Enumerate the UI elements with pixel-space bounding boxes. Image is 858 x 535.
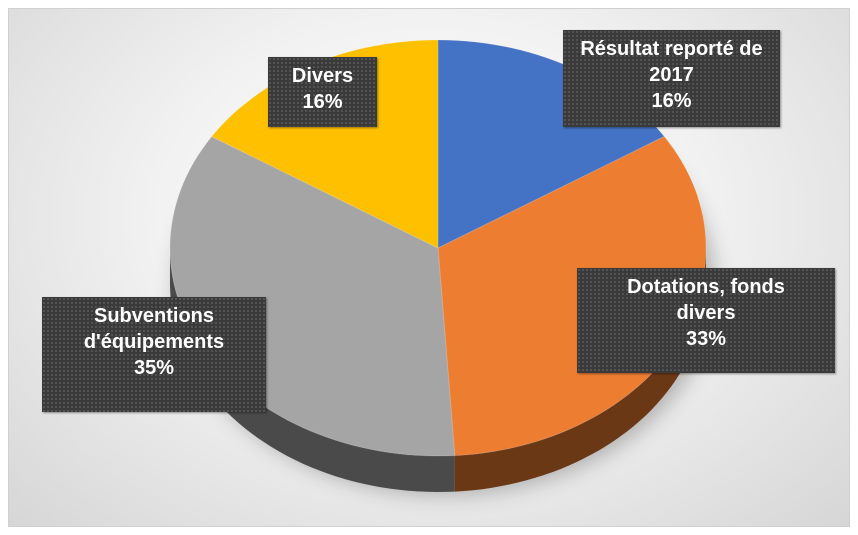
data-label: Subventions d'équipements 35% [42,297,266,412]
label-name: Divers [291,65,354,87]
data-label: Résultat reporté de 2017 16% [563,30,780,127]
label-value: 16% [651,90,692,112]
label-name: Subventions d'équipements [83,305,225,353]
label-value: 16% [302,91,343,113]
label-name: Dotations, fonds divers [627,276,785,324]
data-label: Divers 16% [268,57,377,127]
label-value: 35% [133,357,175,379]
data-label: Dotations, fonds divers 33% [577,268,835,373]
slice-side [170,248,455,492]
label-name: Résultat reporté de 2017 [580,38,763,86]
label-value: 33% [685,328,727,350]
